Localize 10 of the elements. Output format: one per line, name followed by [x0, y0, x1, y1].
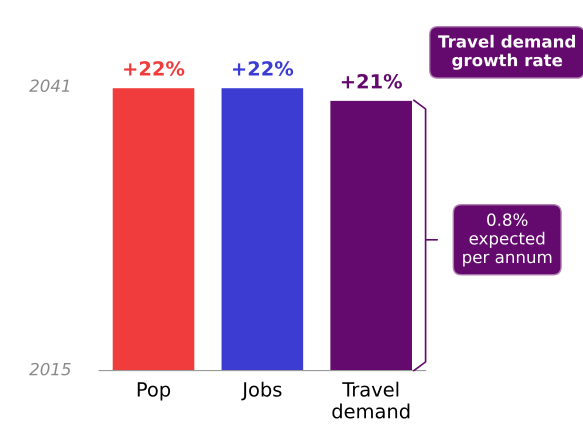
data-label: +22% — [124, 61, 184, 76]
data-label: +21% — [342, 74, 402, 89]
x-tick-label: Travel demand — [332, 382, 410, 419]
text: 2015 — [29, 362, 71, 376]
text: 2041 — [29, 79, 70, 92]
data-label: +22% — [232, 61, 294, 76]
text: 0.8% expected per annum — [463, 213, 552, 267]
text: Travel demand growth rate — [438, 34, 575, 70]
x-tick-label: Jobs — [241, 382, 282, 400]
x-tick-label: Pop — [138, 382, 170, 401]
